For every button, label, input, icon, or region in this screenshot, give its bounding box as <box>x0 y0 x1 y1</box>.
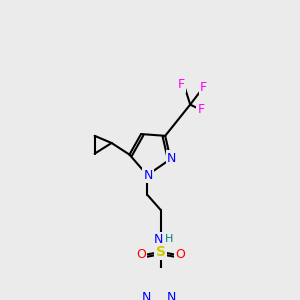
Text: F: F <box>178 78 185 92</box>
Text: O: O <box>136 248 146 261</box>
Text: O: O <box>176 248 185 261</box>
Text: N: N <box>143 169 153 182</box>
Text: N: N <box>167 152 176 165</box>
Text: N: N <box>142 291 151 300</box>
Text: H: H <box>165 234 173 244</box>
Text: N: N <box>154 233 164 246</box>
Text: N: N <box>167 291 176 300</box>
Text: S: S <box>156 245 166 259</box>
Text: F: F <box>197 103 205 116</box>
Text: F: F <box>200 81 207 94</box>
